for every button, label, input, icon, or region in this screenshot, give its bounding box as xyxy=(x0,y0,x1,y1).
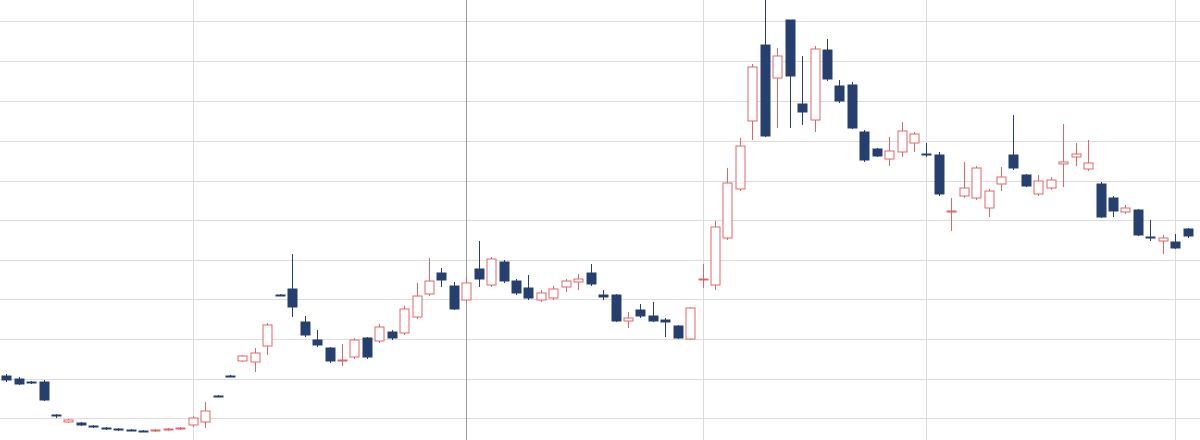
candle-body xyxy=(237,355,248,362)
candle-body xyxy=(722,182,733,239)
candle-body xyxy=(312,339,323,346)
candle-body xyxy=(548,288,559,299)
candle-body xyxy=(113,428,124,431)
candle-body xyxy=(586,272,597,285)
candle-body xyxy=(760,44,771,137)
candle-body xyxy=(660,319,671,323)
candle-body xyxy=(735,145,746,190)
candle-body xyxy=(424,280,435,295)
candle-body xyxy=(39,381,50,401)
candle-body xyxy=(834,85,845,102)
candle-body xyxy=(1008,154,1019,169)
candle-body xyxy=(1170,241,1181,249)
candle-body xyxy=(1046,179,1057,189)
candle-body xyxy=(436,272,447,281)
candle-body xyxy=(387,331,398,339)
candle-body xyxy=(897,130,908,153)
candle-body xyxy=(337,359,348,362)
candle-body xyxy=(1033,180,1044,195)
candle-body xyxy=(1133,209,1144,236)
candle-body xyxy=(1,375,12,381)
candle-body xyxy=(685,307,696,340)
candle-body xyxy=(461,282,472,301)
candle-body xyxy=(884,150,895,160)
candle-body xyxy=(673,325,684,339)
candle-body xyxy=(399,308,410,334)
candle-body xyxy=(1058,161,1069,165)
candle-body xyxy=(474,268,485,280)
candle-body xyxy=(287,288,298,308)
candle-body xyxy=(200,410,211,423)
candle-body xyxy=(810,48,821,121)
candle-body xyxy=(225,375,236,378)
candle-body xyxy=(362,337,373,358)
candle-body xyxy=(374,326,385,342)
candle-body xyxy=(163,428,174,431)
candle-body xyxy=(1071,153,1082,158)
candle-body xyxy=(499,261,510,282)
candle-body xyxy=(1145,236,1156,239)
candle-body xyxy=(300,321,311,336)
candle-body xyxy=(250,352,261,363)
candle-body xyxy=(188,417,199,426)
candle-body xyxy=(51,414,62,417)
candle-body xyxy=(847,84,858,129)
candle-body xyxy=(126,429,137,432)
candle-body xyxy=(934,154,945,195)
candle-body xyxy=(275,294,286,297)
candle-body xyxy=(772,55,783,79)
candle-body xyxy=(14,378,25,385)
candle-body xyxy=(623,317,634,322)
candle-body xyxy=(175,427,186,430)
candle-body xyxy=(1183,228,1194,237)
candle-body xyxy=(536,292,547,301)
candle-body xyxy=(635,309,646,317)
candle-body xyxy=(747,66,758,122)
candle-body xyxy=(785,19,796,77)
candle-body xyxy=(573,278,584,283)
candle-body xyxy=(213,395,224,398)
candle-body xyxy=(561,280,572,288)
candle-body xyxy=(1120,207,1131,213)
candle-body xyxy=(996,176,1007,185)
candle-body xyxy=(150,429,161,432)
candle-body xyxy=(76,422,87,426)
candle-body xyxy=(101,427,112,430)
candle-body xyxy=(909,133,920,144)
candle-body xyxy=(1108,197,1119,212)
candle-body xyxy=(984,190,995,209)
candle-body xyxy=(872,148,883,157)
candle-body xyxy=(971,167,982,199)
candle-body xyxy=(959,187,970,197)
candle-body xyxy=(325,347,336,362)
candle-body xyxy=(138,430,149,433)
candle-body xyxy=(921,153,932,156)
candle-body xyxy=(486,258,497,286)
candle-body xyxy=(63,419,74,423)
candle-body xyxy=(262,324,273,347)
candle-body xyxy=(349,339,360,358)
candle-body xyxy=(946,210,957,213)
candle-body xyxy=(1096,183,1107,218)
candle-body xyxy=(710,226,721,286)
candle-body xyxy=(1021,174,1032,187)
candle-body xyxy=(412,295,423,318)
candle-body xyxy=(1158,237,1169,242)
candle-body xyxy=(797,103,808,113)
candle-body xyxy=(511,280,522,294)
candle-body xyxy=(88,425,99,428)
candle-body xyxy=(822,49,833,80)
candle-body xyxy=(26,381,37,384)
candle-body xyxy=(859,131,870,161)
candle-body xyxy=(1083,162,1094,170)
candle-body xyxy=(698,278,709,281)
candle-body xyxy=(598,294,609,298)
candle-body xyxy=(648,315,659,322)
candle-body xyxy=(449,285,460,310)
candle-body xyxy=(611,294,622,322)
candle-body xyxy=(523,287,534,299)
